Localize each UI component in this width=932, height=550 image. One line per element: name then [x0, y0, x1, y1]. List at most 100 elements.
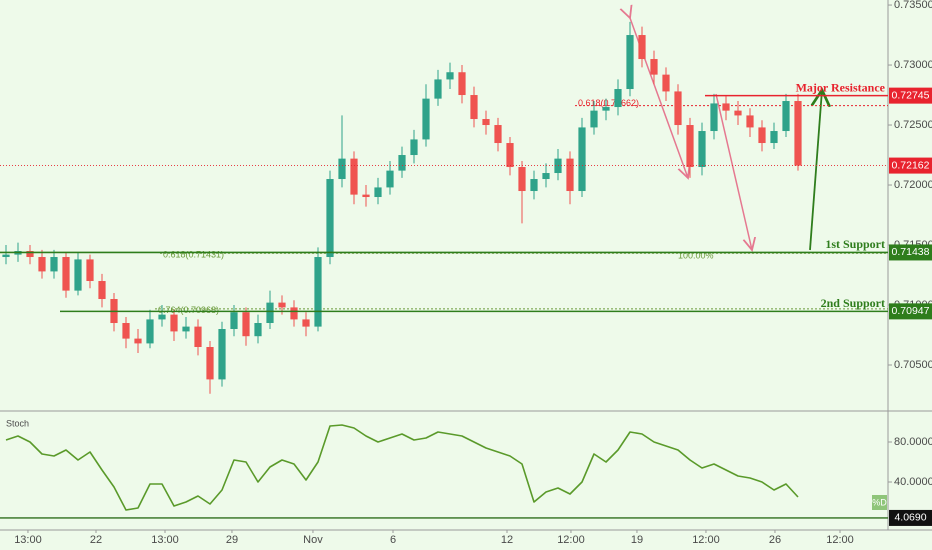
price-label-box — [889, 244, 932, 261]
x-tick-label: 26 — [769, 534, 781, 546]
candle-body — [218, 329, 226, 380]
price-label: 0.70947 — [892, 305, 930, 317]
fib-label: 0.764(0.70968) — [158, 305, 219, 315]
candle-body — [38, 257, 46, 272]
candle-body — [290, 307, 298, 320]
candle-body — [170, 314, 178, 332]
candle-body — [746, 115, 754, 128]
candle-body — [350, 158, 358, 195]
candle-body — [518, 167, 526, 192]
candle-body — [26, 251, 34, 258]
candle-body — [302, 319, 310, 327]
price-label-box — [889, 157, 932, 174]
x-tick-label: 12:00 — [557, 534, 585, 546]
candle-body — [338, 158, 346, 180]
price-label: 0.71438 — [892, 246, 930, 258]
candle-body — [722, 103, 730, 111]
candle-body — [266, 302, 274, 324]
candle-body — [326, 179, 334, 258]
y-tick-label: 0.70500 — [894, 359, 932, 371]
candle-body — [374, 187, 382, 198]
candle-body — [674, 91, 682, 126]
level-name: 2nd Support — [821, 296, 885, 310]
indicator-title: Stoch — [6, 418, 29, 428]
candle-body — [254, 323, 262, 337]
candle-body — [230, 312, 238, 330]
stoch-level-label: 4.0690 — [894, 512, 926, 524]
candle-body — [182, 326, 190, 332]
x-tick-label: 12 — [501, 534, 513, 546]
candle-body — [434, 79, 442, 99]
x-tick-label: 29 — [226, 534, 238, 546]
candle-body — [194, 326, 202, 348]
candle-body — [734, 110, 742, 116]
candle-body — [362, 194, 370, 198]
candle-body — [386, 170, 394, 188]
candle-body — [410, 139, 418, 156]
x-tick-label: 19 — [631, 534, 643, 546]
candle-body — [698, 131, 706, 168]
candle-body — [98, 281, 106, 300]
x-tick-label: 22 — [90, 534, 102, 546]
candle-body — [470, 95, 478, 120]
x-tick-label: 12:00 — [692, 534, 720, 546]
candle-body — [206, 347, 214, 380]
y-tick-label: 0.73500 — [894, 0, 932, 11]
candle-body — [602, 107, 610, 111]
candle-body — [62, 257, 70, 291]
x-tick-label: 13:00 — [14, 534, 42, 546]
candle-body — [482, 119, 490, 126]
candle-body — [398, 155, 406, 171]
candle-body — [530, 179, 538, 192]
price-label: 0.72162 — [892, 159, 930, 171]
price-label-box — [889, 303, 932, 320]
candle-body — [662, 74, 670, 92]
x-tick-label: 6 — [390, 534, 396, 546]
candle-body — [542, 173, 550, 180]
candle-body — [122, 323, 130, 339]
candle-body — [770, 131, 778, 144]
candle-body — [494, 125, 502, 144]
legend-box — [872, 495, 887, 510]
candle-body — [422, 98, 430, 140]
candle-body — [146, 319, 154, 344]
legend-label: %D — [872, 497, 887, 507]
arrow — [809, 90, 822, 251]
candle-body — [2, 254, 10, 258]
x-tick-label: 13:00 — [151, 534, 179, 546]
x-tick-label: 12:00 — [826, 534, 854, 546]
fib-annotation: 100.00% — [678, 250, 714, 260]
y-tick-label: 40.0000 — [894, 476, 932, 488]
y-tick-label: 0.72000 — [894, 179, 932, 191]
candle-body — [74, 259, 82, 291]
candle-body — [278, 302, 286, 308]
candle-body — [506, 143, 514, 168]
candle-body — [710, 103, 718, 132]
candle-body — [134, 338, 142, 344]
candle-body — [590, 110, 598, 128]
y-tick-label: 0.73000 — [894, 59, 932, 71]
fib-label: 0.618(0.71431) — [163, 250, 224, 260]
candle-body — [158, 314, 166, 320]
stoch-line — [5, 424, 799, 511]
candle-body — [458, 72, 466, 96]
y-tick-label: 80.0000 — [894, 436, 932, 448]
candle-body — [566, 158, 574, 192]
candle-body — [242, 312, 250, 337]
y-tick-label: 0.72500 — [894, 119, 932, 131]
arrow — [715, 93, 752, 250]
price-label-box — [889, 87, 932, 104]
candle-body — [626, 35, 634, 90]
level-name: 1st Support — [825, 237, 885, 251]
candle-body — [446, 72, 454, 80]
stoch-level-box — [889, 509, 932, 526]
candle-body — [638, 35, 646, 60]
fib-label: 0.618(0.72662) — [578, 98, 639, 108]
candle-body — [758, 127, 766, 144]
candle-body — [650, 59, 658, 75]
level-name: Major Resistance — [796, 80, 886, 94]
candle-body — [86, 259, 94, 282]
candle-body — [314, 257, 322, 327]
